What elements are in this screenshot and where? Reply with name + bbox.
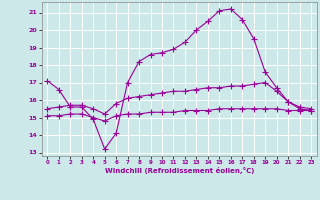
X-axis label: Windchill (Refroidissement éolien,°C): Windchill (Refroidissement éolien,°C)	[105, 167, 254, 174]
